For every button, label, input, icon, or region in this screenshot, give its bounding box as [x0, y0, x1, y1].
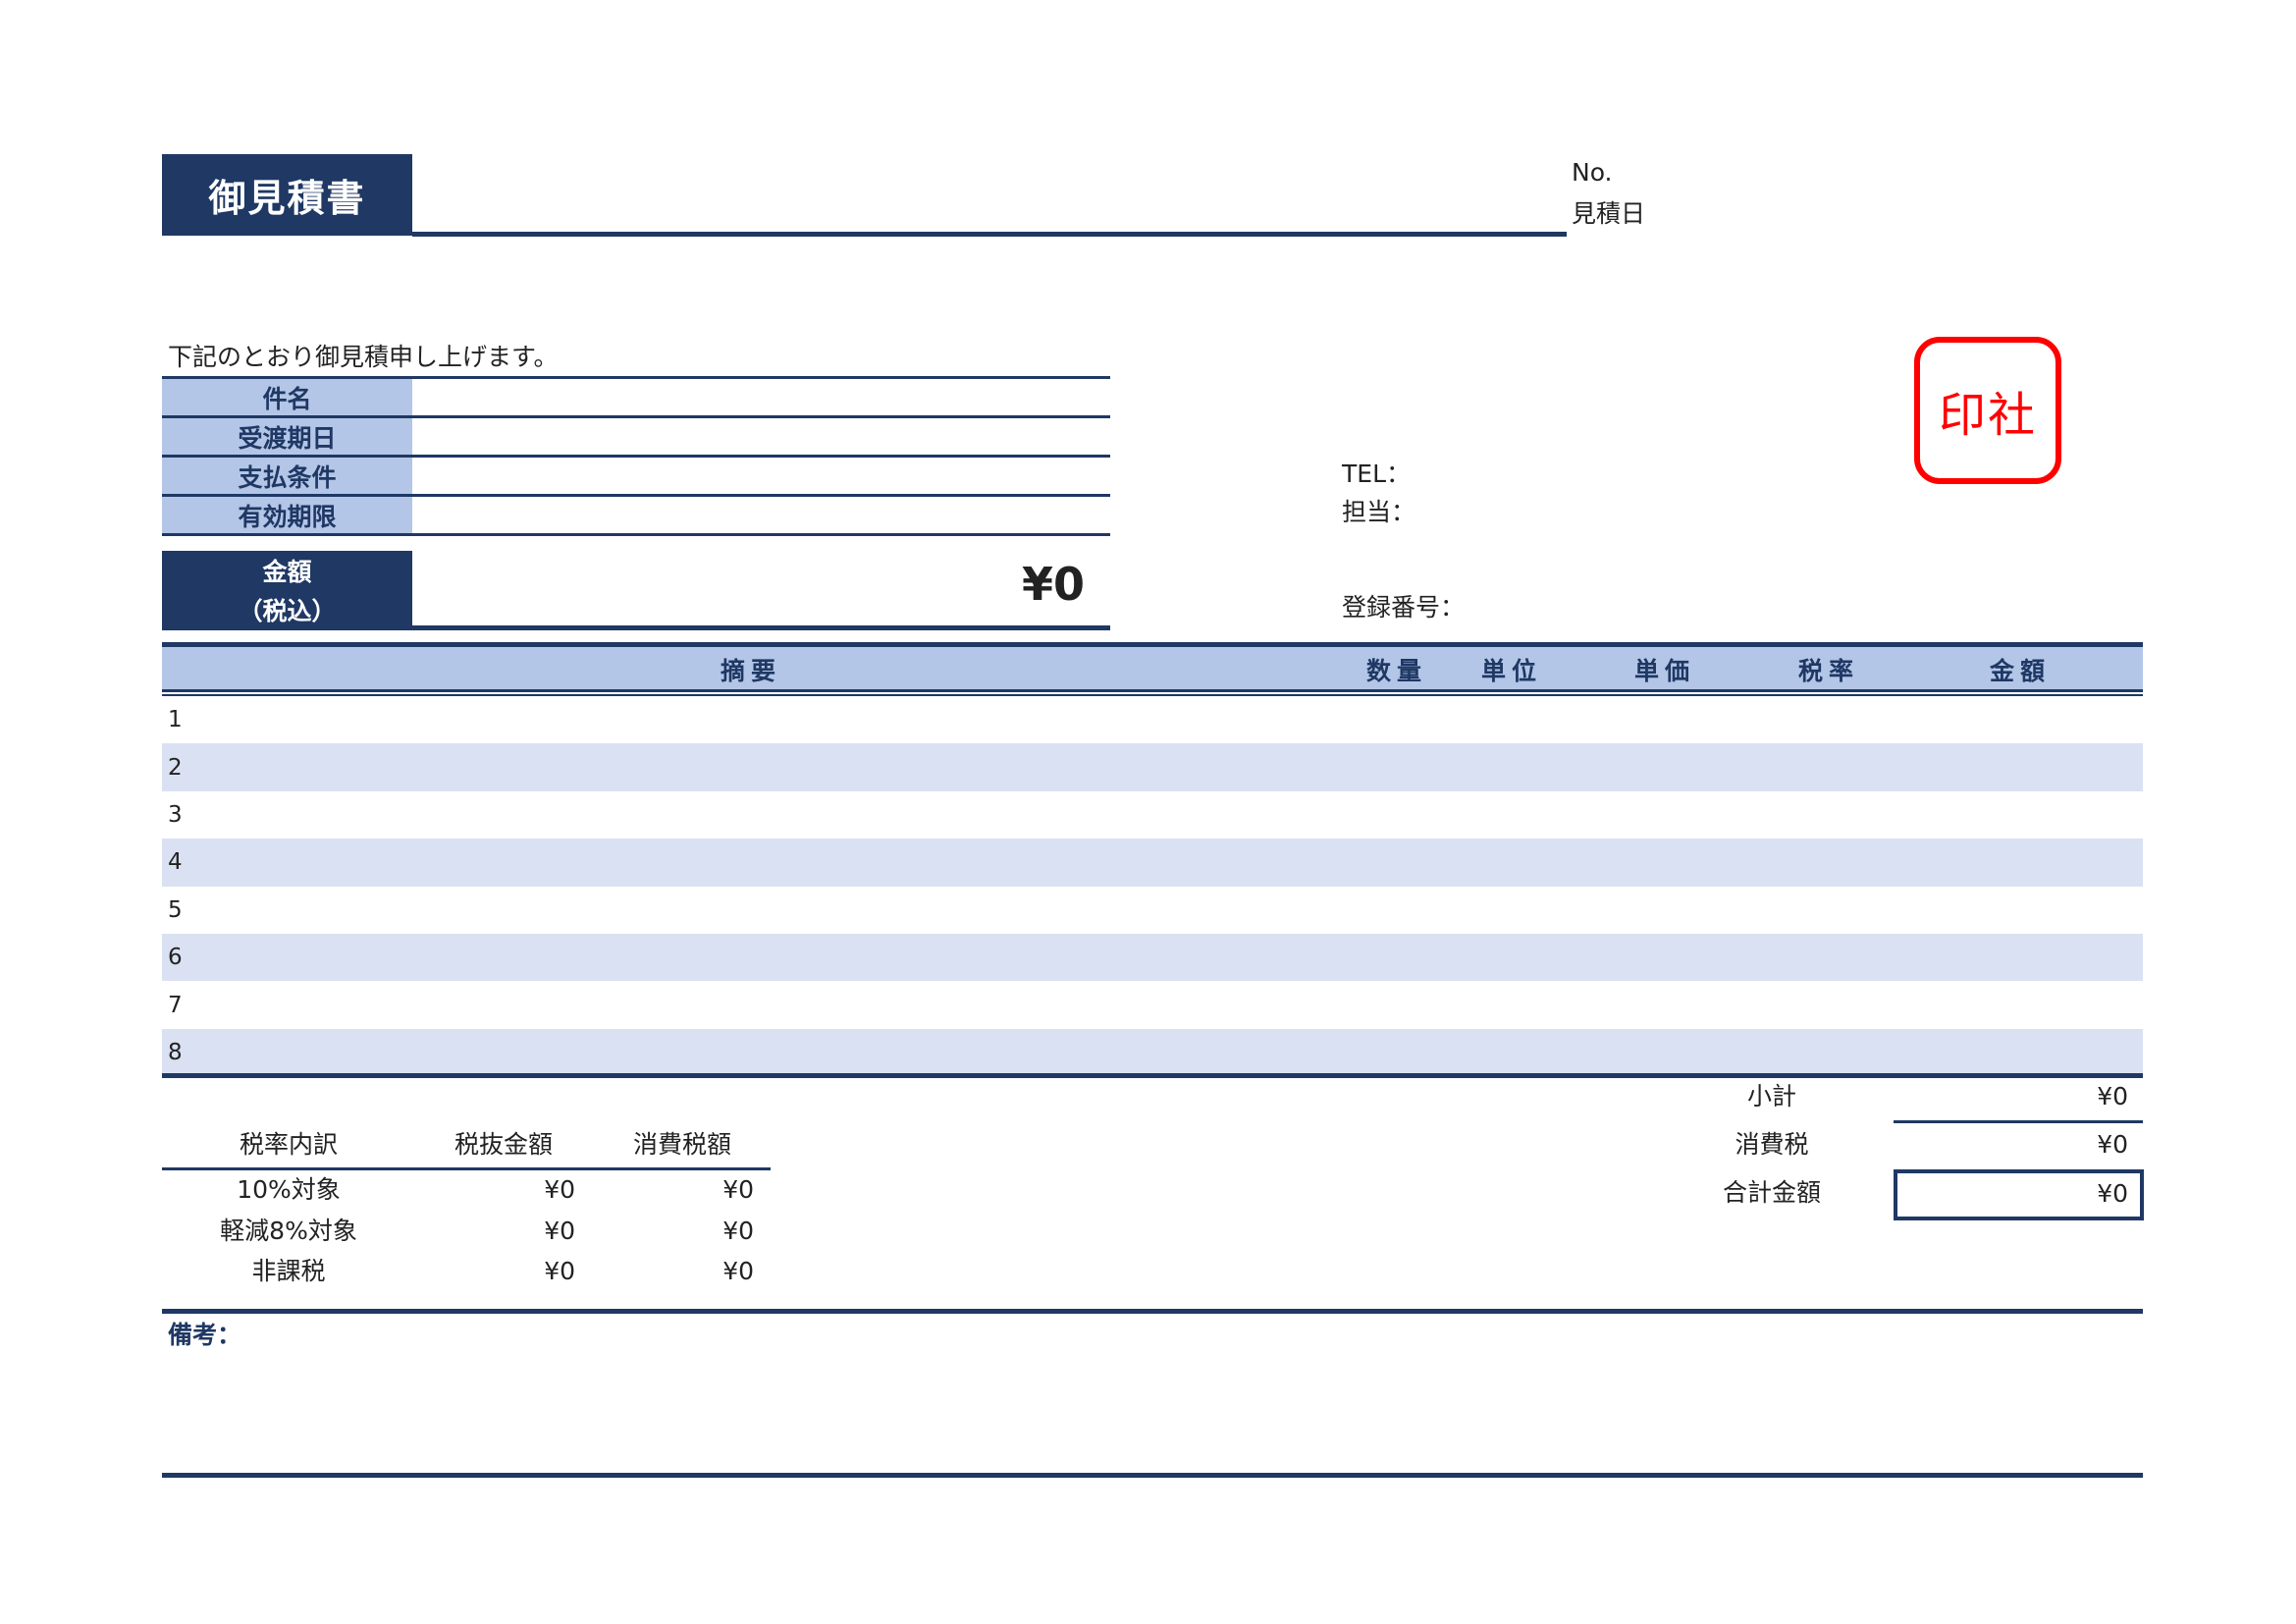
breakdown-rate: 軽減8%対象 [220, 1217, 357, 1245]
table-top-line [162, 642, 2143, 647]
table-row[interactable]: 7 [168, 992, 183, 1018]
col-description: 摘要 [720, 656, 782, 685]
col-unit-price: 単価 [1633, 656, 1696, 685]
col-amount: 金額 [1989, 656, 2052, 685]
breakdown-tax: ¥0 [722, 1217, 754, 1245]
total-value: ¥0 [2097, 1179, 2128, 1208]
subtotal-label: 小計 [1746, 1082, 1797, 1110]
breakdown-divider [162, 1167, 771, 1170]
stamp-text: 印社 [1938, 388, 2037, 443]
field-label-delivery-date: 受渡期日 [162, 418, 412, 455]
field-value-expiry[interactable] [412, 497, 1110, 533]
amount-label-box: 金額 （税込） [162, 551, 412, 630]
breakdown-net: ¥0 [544, 1257, 575, 1285]
field-label-subject: 件名 [162, 379, 412, 415]
tax-value: ¥0 [2097, 1130, 2128, 1159]
notes-area[interactable] [162, 1355, 2143, 1471]
breakdown-tax: ¥0 [722, 1257, 754, 1285]
field-value-payment-terms[interactable] [412, 458, 1110, 494]
subtotal-value: ¥0 [2097, 1082, 2128, 1110]
info-fields: 件名 受渡期日 支払条件 有効期限 [162, 376, 1110, 536]
registration-number-label: 登録番号： [1342, 593, 1466, 622]
amount-underline [412, 625, 1110, 630]
table-bottom-line [162, 1073, 2143, 1078]
table-row[interactable]: 8 [162, 1028, 2143, 1077]
field-value-subject[interactable] [412, 379, 1110, 415]
breakdown-rate: 非課税 [251, 1257, 326, 1285]
notes-label: 備考： [168, 1321, 242, 1349]
subtotal-underline [1894, 1120, 2143, 1123]
notes-top-line [162, 1309, 2143, 1314]
no-label: No. [1572, 158, 1613, 187]
title-box: 御見積書 [162, 154, 412, 236]
total-label: 合計金額 [1722, 1178, 1822, 1207]
total-box [1894, 1169, 2144, 1220]
breakdown-header-tax: 消費税額 [632, 1130, 732, 1159]
company-stamp: 印社 [1914, 337, 2061, 484]
breakdown-rate: 10%対象 [237, 1175, 341, 1204]
table-row[interactable]: 4 [162, 839, 2143, 887]
header-divider [162, 689, 2143, 692]
tel-label: TEL： [1342, 460, 1411, 488]
amount-label: 金額 [262, 558, 312, 586]
tax-label: 消費税 [1735, 1130, 1809, 1159]
breakdown-header-net: 税抜金額 [454, 1130, 554, 1159]
table-row[interactable]: 6 [162, 934, 2143, 982]
breakdown-header-rate: 税率内訳 [239, 1130, 339, 1159]
col-quantity: 数量 [1365, 656, 1428, 685]
notes-bottom-line [162, 1473, 2143, 1478]
title-underline [412, 232, 1567, 237]
field-label-expiry: 有効期限 [162, 497, 412, 533]
field-value-delivery-date[interactable] [412, 418, 1110, 455]
table-row[interactable]: 3 [168, 801, 183, 828]
breakdown-net: ¥0 [544, 1175, 575, 1204]
breakdown-tax: ¥0 [722, 1175, 754, 1204]
table-header [162, 647, 2143, 690]
table-row[interactable]: 1 [168, 707, 183, 733]
col-unit: 単位 [1480, 656, 1543, 685]
intro-text: 下記のとおり御見積申し上げます。 [168, 343, 559, 371]
header-divider-2 [162, 694, 2143, 696]
field-label-payment-terms: 支払条件 [162, 458, 412, 494]
table-row[interactable]: 2 [162, 743, 2143, 791]
date-label: 見積日 [1572, 199, 1646, 228]
breakdown-net: ¥0 [544, 1217, 575, 1245]
page-title: 御見積書 [208, 177, 366, 220]
amount-label-tax: （税込） [238, 597, 337, 625]
amount-value: ¥0 [1021, 558, 1085, 611]
table-row[interactable]: 5 [168, 896, 183, 923]
col-tax-rate: 税率 [1797, 656, 1860, 685]
person-label: 担当： [1342, 498, 1416, 526]
